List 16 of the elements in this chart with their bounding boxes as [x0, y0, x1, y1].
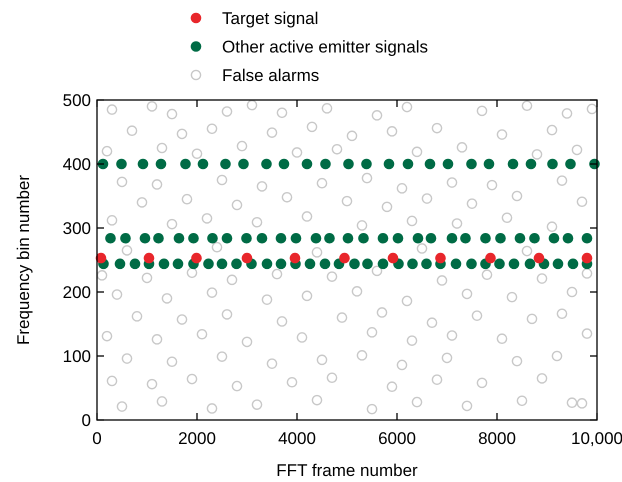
y-axis-title: Frequency bin number — [14, 174, 33, 346]
x-axis-title: FFT frame number — [276, 461, 418, 480]
legend-label: Target signal — [222, 9, 318, 28]
y-tick-label: 0 — [82, 411, 91, 430]
x-tick-label: 4000 — [278, 429, 316, 448]
legend-label: Other active emitter signals — [222, 38, 428, 56]
x-tick-label: 8000 — [478, 429, 516, 448]
y-tick-label: 300 — [62, 219, 91, 238]
x-tick-label: 2000 — [178, 429, 216, 448]
y-tick-label: 200 — [62, 283, 91, 302]
x-tick-label: 6000 — [378, 429, 416, 448]
legend-label: False alarms — [222, 66, 320, 85]
y-tick-label: 100 — [62, 347, 91, 366]
x-tick-label: 10,000 — [571, 429, 622, 448]
y-tick-label: 400 — [62, 155, 91, 174]
y-tick-label: 500 — [62, 91, 91, 110]
